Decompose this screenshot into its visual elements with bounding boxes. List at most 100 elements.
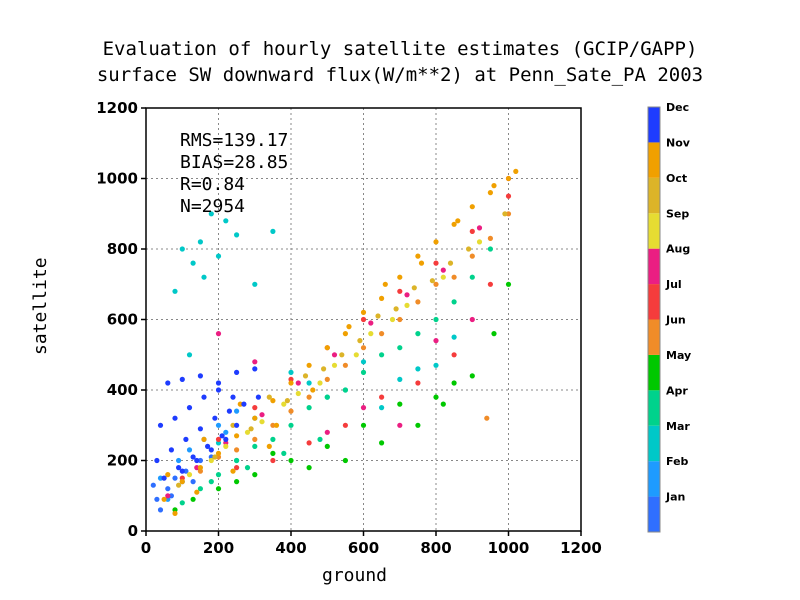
y-tick-label: 200 bbox=[107, 452, 138, 470]
point-aug bbox=[324, 429, 330, 435]
point-mar bbox=[186, 352, 193, 358]
point-dec bbox=[179, 376, 185, 382]
point-mar bbox=[451, 334, 457, 340]
chart-title-line-2: surface SW downward flux(W/m**2) at Penn… bbox=[96, 64, 704, 86]
point-jun bbox=[288, 408, 294, 414]
point-nov bbox=[491, 183, 497, 189]
point-jul bbox=[469, 228, 475, 234]
point-dec bbox=[197, 426, 203, 432]
point-mar bbox=[433, 362, 439, 368]
colorbar-label-dec: Dec bbox=[666, 101, 689, 114]
point-dec bbox=[183, 436, 189, 442]
point-may bbox=[397, 401, 403, 407]
point-aug bbox=[165, 493, 171, 499]
point-feb bbox=[234, 408, 240, 414]
point-aug bbox=[397, 422, 403, 428]
point-aug bbox=[215, 331, 222, 337]
point-jul bbox=[433, 260, 439, 266]
point-nov bbox=[273, 422, 280, 428]
point-nov bbox=[379, 295, 385, 301]
point-may bbox=[491, 331, 497, 337]
point-oct bbox=[339, 352, 345, 358]
point-apr bbox=[281, 450, 287, 456]
data-points bbox=[150, 168, 519, 516]
point-jun bbox=[469, 253, 475, 259]
colorbar-frame bbox=[647, 106, 661, 533]
point-jul bbox=[270, 457, 276, 464]
point-mar bbox=[360, 359, 367, 365]
point-may bbox=[451, 380, 457, 386]
point-jun bbox=[379, 331, 385, 337]
point-jun bbox=[342, 362, 348, 368]
axis-ticks: 0 200 400 600 800 1000 1200 0 200 400 600 800 1000 12… bbox=[96, 99, 602, 557]
point-sep bbox=[353, 352, 359, 358]
colorbar-swatch-aug bbox=[648, 248, 660, 285]
point-may bbox=[379, 440, 385, 446]
colorbar-label-apr: Apr bbox=[666, 384, 688, 397]
point-mar bbox=[397, 376, 403, 382]
point-oct bbox=[466, 246, 472, 252]
colorbar-swatch-nov bbox=[648, 142, 660, 178]
point-nov bbox=[201, 436, 207, 442]
point-sep bbox=[208, 457, 214, 464]
point-mar bbox=[270, 228, 276, 234]
point-jul bbox=[288, 376, 294, 382]
point-nov bbox=[397, 274, 403, 280]
point-dec bbox=[172, 415, 178, 421]
point-nov bbox=[513, 168, 519, 174]
point-jan bbox=[150, 482, 156, 488]
point-jun bbox=[484, 415, 490, 421]
colorbar-swatch-dec bbox=[648, 107, 660, 143]
colorbar-swatch-jun bbox=[648, 319, 660, 355]
point-sep bbox=[281, 401, 287, 407]
point-apr bbox=[208, 479, 214, 485]
point-dec bbox=[201, 394, 207, 400]
point-apr bbox=[252, 443, 258, 449]
point-dec bbox=[179, 468, 185, 474]
point-dec bbox=[223, 436, 229, 442]
point-may bbox=[342, 457, 348, 464]
point-oct bbox=[266, 394, 272, 400]
colorbar-label-sep: Sep bbox=[666, 207, 689, 220]
stat-n: N=2954 bbox=[180, 196, 246, 217]
point-jun bbox=[415, 299, 421, 305]
point-jul bbox=[451, 352, 457, 358]
point-jun bbox=[252, 436, 258, 442]
point-nov bbox=[234, 433, 240, 439]
point-jun bbox=[306, 394, 312, 400]
colorbar-label-jul: Jul bbox=[665, 278, 682, 291]
point-oct bbox=[447, 260, 454, 266]
point-nov bbox=[487, 190, 493, 196]
point-mar bbox=[223, 218, 229, 224]
colorbar-swatch-mar bbox=[648, 425, 660, 462]
point-oct bbox=[411, 285, 417, 291]
point-nov bbox=[346, 324, 352, 330]
point-dec bbox=[219, 433, 225, 439]
point-jul bbox=[397, 288, 403, 294]
point-aug bbox=[194, 465, 200, 471]
point-nov bbox=[324, 345, 330, 351]
point-sep bbox=[476, 239, 483, 245]
point-apr bbox=[179, 500, 185, 506]
point-feb bbox=[215, 422, 222, 428]
y-axis-label: satellite bbox=[30, 257, 51, 355]
point-nov bbox=[179, 479, 185, 485]
x-tick-label: 1200 bbox=[560, 539, 602, 557]
point-may bbox=[415, 422, 421, 428]
stat-bias: BIAS=28.85 bbox=[180, 152, 289, 173]
point-oct bbox=[375, 313, 381, 319]
point-may bbox=[215, 486, 222, 492]
point-oct bbox=[212, 454, 218, 460]
point-nov bbox=[306, 362, 312, 368]
point-may bbox=[469, 373, 475, 379]
colorbar-swatch-jul bbox=[648, 284, 660, 320]
point-sep bbox=[404, 302, 410, 308]
point-jan bbox=[197, 457, 203, 464]
point-apr bbox=[197, 486, 203, 492]
point-dec bbox=[186, 405, 193, 411]
point-jan bbox=[190, 479, 196, 485]
point-sep bbox=[389, 316, 396, 323]
point-jun bbox=[451, 274, 457, 280]
point-mar bbox=[201, 274, 207, 280]
point-mar bbox=[379, 405, 385, 411]
